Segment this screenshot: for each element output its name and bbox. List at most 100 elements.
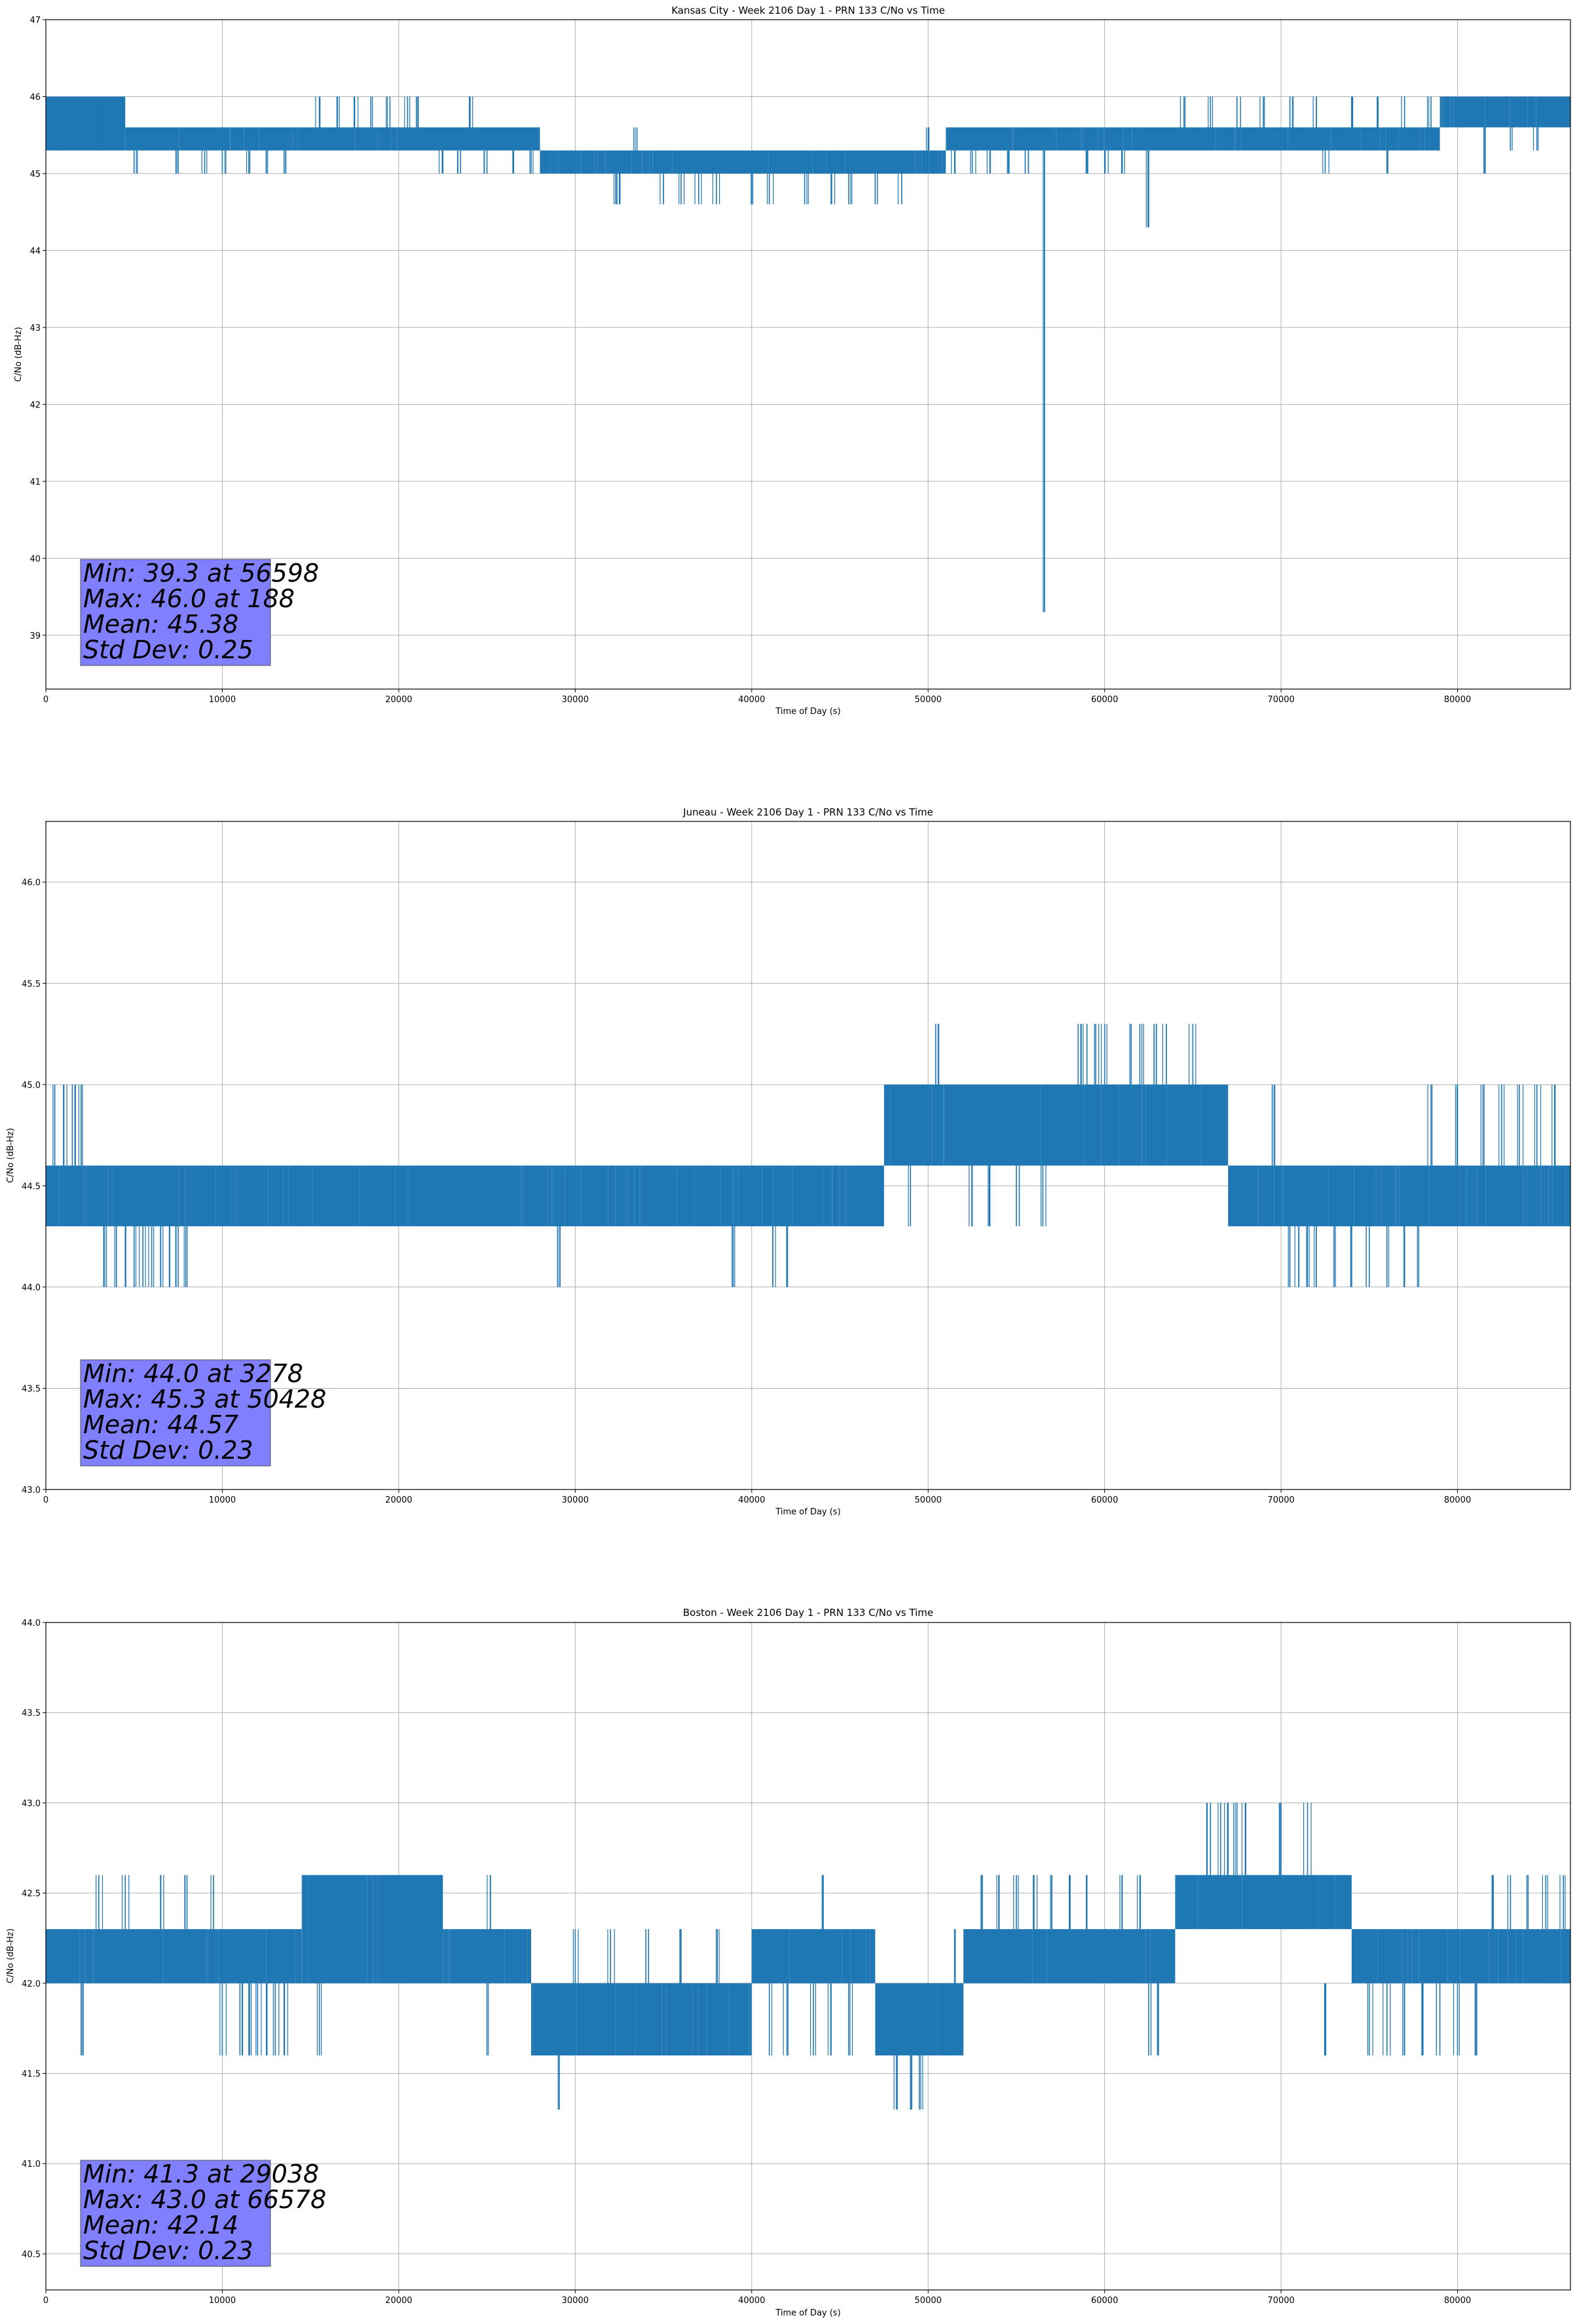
x-tick-label: 20000 [385, 695, 412, 705]
x-tick-label: 30000 [562, 1495, 589, 1505]
stats-line: Max: 46.0 at 188 [83, 584, 295, 613]
stats-line: Std Dev: 0.25 [83, 635, 253, 664]
y-tick-label: 45.0 [22, 1081, 41, 1091]
y-tick-label: 39 [29, 631, 41, 641]
y-tick-label: 43.0 [22, 1799, 41, 1809]
y-tick-label: 42.5 [22, 1889, 41, 1899]
y-tick-label: 43.5 [22, 1384, 41, 1394]
y-axis-label: C/No (dB-Hz) [14, 327, 24, 382]
data-band [963, 1929, 1176, 1983]
y-tick-label: 46.0 [22, 878, 41, 888]
x-tick-label: 20000 [385, 2296, 412, 2306]
y-tick-label: 43.5 [22, 1709, 41, 1719]
stats-line: Std Dev: 0.23 [83, 2236, 253, 2265]
data-band [190, 1165, 884, 1227]
stats-line: Std Dev: 0.23 [83, 1436, 253, 1465]
data-band [443, 1929, 531, 1983]
y-tick-label: 44.0 [22, 1619, 41, 1628]
x-tick-label: 40000 [738, 2296, 765, 2306]
series-line [46, 1024, 1570, 1287]
y-tick-label: 46 [29, 92, 41, 102]
x-tick-label: 0 [43, 2296, 48, 2306]
y-tick-label: 47 [29, 16, 41, 26]
x-tick-label: 80000 [1444, 695, 1471, 705]
chart-panel-juneau: 0 10000 20000 30000 40000 50000 60000 70000 8000… [6, 806, 1571, 1517]
stats-box-background [80, 559, 271, 666]
y-tick-label: 45 [29, 170, 41, 179]
plot-area: 0 10000 20000 30000 40000 50000 60000 70000 8000… [22, 821, 1571, 1505]
x-tick-label: 50000 [915, 695, 942, 705]
data-band [46, 1929, 302, 1983]
x-tick-label: 60000 [1091, 2296, 1118, 2306]
x-tick-label: 60000 [1091, 1495, 1118, 1505]
x-axis-label: Time of Day (s) [775, 1507, 840, 1517]
y-tick-label: 42 [29, 400, 41, 410]
y-tick-label: 44 [29, 246, 41, 256]
data-band [751, 1929, 876, 1983]
data-band [540, 150, 946, 174]
x-axis-label: Time of Day (s) [775, 707, 840, 717]
data-band [1351, 1929, 1570, 1983]
chart-panel-boston: 0 10000 20000 30000 40000 50000 60000 70000 8000… [6, 1607, 1571, 2318]
data-band [946, 127, 1440, 151]
y-tick-label: 41.5 [22, 2070, 41, 2080]
stats-line: Max: 45.3 at 50428 [83, 1385, 326, 1414]
stats-line: Min: 44.0 at 3278 [83, 1359, 303, 1388]
stats-line: Mean: 44.57 [83, 1410, 238, 1439]
plot-frame [45, 821, 1571, 1490]
x-tick-label: 20000 [385, 1495, 412, 1505]
chart-panel-kansas-city: 0 10000 20000 30000 40000 50000 60000 70000 8000… [14, 5, 1571, 717]
stats-line: Mean: 42.14 [83, 2211, 238, 2240]
y-tick-label: 42.0 [22, 1979, 41, 1989]
x-tick-label: 10000 [209, 695, 236, 705]
y-tick-label: 43 [29, 324, 41, 333]
stats-line: Mean: 45.38 [83, 610, 238, 639]
x-tick-label: 40000 [738, 695, 765, 705]
x-tick-label: 10000 [209, 2296, 236, 2306]
x-tick-label: 80000 [1444, 1495, 1471, 1505]
x-tick-label: 50000 [915, 1495, 942, 1505]
x-tick-label: 0 [43, 695, 48, 705]
plot-frame [45, 19, 1571, 690]
x-tick-label: 40000 [738, 1495, 765, 1505]
x-tick-label: 0 [43, 1495, 48, 1505]
series-line [46, 96, 1570, 612]
data-band [875, 1983, 964, 2055]
data-band [113, 1165, 191, 1227]
stats-line: Max: 43.0 at 66578 [83, 2185, 326, 2214]
y-tick-label: 43.0 [22, 1486, 41, 1495]
series-line [46, 1803, 1570, 2110]
data-band [1175, 1875, 1352, 1930]
x-tick-label: 30000 [562, 2296, 589, 2306]
x-tick-label: 30000 [562, 695, 589, 705]
chart-title: Boston - Week 2106 Day 1 - PRN 133 C/No … [683, 1607, 933, 1619]
data-band [125, 127, 540, 151]
y-axis-label: C/No (dB-Hz) [6, 1128, 16, 1183]
y-tick-label: 40.5 [22, 2250, 41, 2260]
y-tick-label: 40 [29, 554, 41, 564]
x-axis-label: Time of Day (s) [775, 2308, 840, 2318]
y-tick-label: 44.5 [22, 1182, 41, 1191]
x-tick-label: 70000 [1267, 2296, 1294, 2306]
plot-area: 0 10000 20000 30000 40000 50000 60000 70000 8000… [22, 1619, 1571, 2306]
x-tick-label: 10000 [209, 1495, 236, 1505]
chart-title: Kansas City - Week 2106 Day 1 - PRN 133 … [671, 5, 945, 16]
y-tick-label: 41 [29, 478, 41, 487]
stats-line: Min: 39.3 at 56598 [83, 559, 319, 588]
x-tick-label: 70000 [1267, 1495, 1294, 1505]
y-tick-label: 44.0 [22, 1283, 41, 1293]
stats-box-background [80, 2160, 271, 2267]
x-tick-label: 80000 [1444, 2296, 1471, 2306]
y-axis-label: C/No (dB-Hz) [6, 1928, 16, 1983]
data-band [530, 1983, 752, 2055]
y-tick-label: 45.5 [22, 979, 41, 989]
y-tick-label: 41.0 [22, 2160, 41, 2169]
x-tick-label: 50000 [915, 2296, 942, 2306]
plot-frame [45, 1622, 1571, 2291]
data-band [301, 1875, 443, 1983]
data-band [883, 1084, 1229, 1166]
